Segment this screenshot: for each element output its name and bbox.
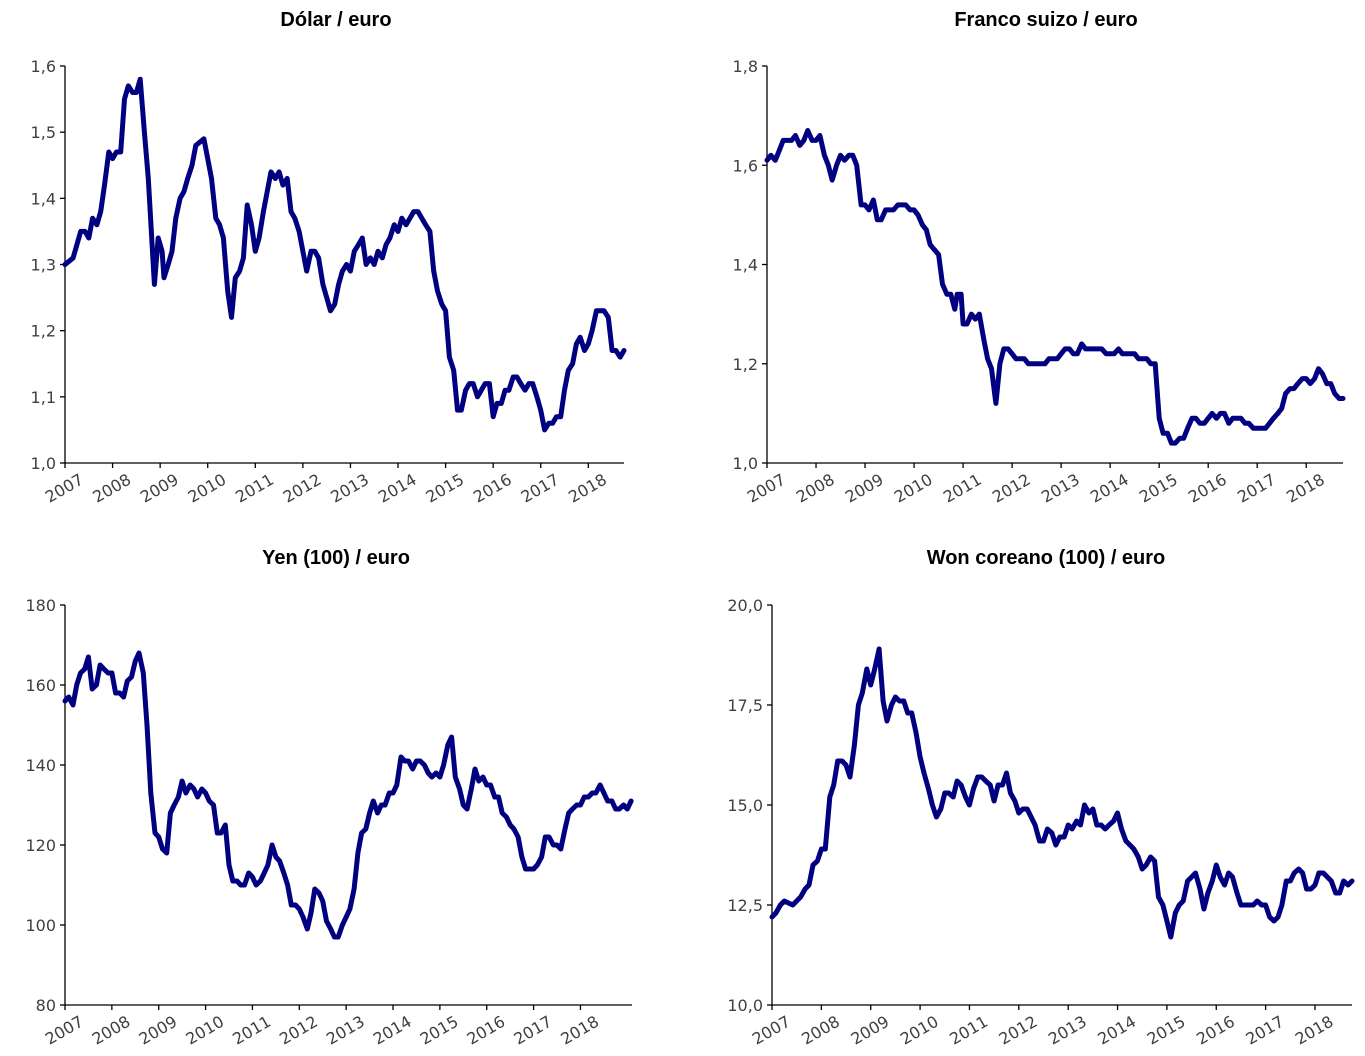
x-tick-label: 2007	[749, 1012, 794, 1049]
y-tick-label: 160	[25, 676, 56, 695]
x-tick-label: 2011	[946, 1012, 991, 1049]
x-tick-label: 2014	[370, 1012, 415, 1049]
x-tick-label: 2015	[1144, 1012, 1189, 1049]
x-tick-label: 2017	[510, 1012, 555, 1049]
x-tick-label: 2012	[280, 470, 325, 507]
chart-title: Won coreano (100) / euro	[927, 547, 1166, 569]
y-tick-label: 1,3	[31, 256, 56, 275]
y-tick-label: 12,5	[727, 896, 763, 915]
x-tick-label: 2010	[185, 470, 230, 507]
x-tick-label: 2009	[848, 1012, 893, 1049]
x-tick-label: 2008	[89, 1012, 134, 1049]
x-tick-label: 2016	[1185, 470, 1230, 507]
series-line	[764, 128, 1346, 446]
y-tick-label: 15,0	[727, 796, 763, 815]
x-tick-label: 2007	[42, 1012, 87, 1049]
x-tick-label: 2008	[798, 1012, 843, 1049]
y-tick-label: 1,4	[31, 189, 56, 208]
y-tick-label: 140	[25, 756, 56, 775]
chart-title: Dólar / euro	[280, 9, 391, 31]
x-tick-label: 2013	[327, 470, 372, 507]
y-tick-label: 1,6	[733, 156, 758, 175]
x-tick-label: 2007	[42, 470, 87, 507]
y-tick-label: 1,0	[31, 454, 56, 473]
y-tick-label: 1,8	[733, 57, 758, 76]
series-line	[62, 76, 627, 433]
x-tick-label: 2018	[1283, 470, 1328, 507]
y-tick-label: 80	[36, 996, 56, 1015]
x-tick-label: 2012	[996, 1012, 1041, 1049]
x-tick-label: 2010	[182, 1012, 227, 1049]
series-line	[62, 650, 634, 940]
chart-won-coreano-euro: Won coreano (100) / euro 10,0 12,5 15,0 17,…	[727, 547, 1355, 1049]
x-tick-label: 2018	[565, 470, 610, 507]
x-tick-label: 2010	[897, 1012, 942, 1049]
y-tick-label: 10,0	[727, 996, 763, 1015]
x-tick-label: 2009	[842, 470, 887, 507]
x-tick-label: 2012	[989, 470, 1034, 507]
x-tick-label: 2015	[1136, 470, 1181, 507]
x-tick-label: 2017	[1242, 1012, 1287, 1049]
x-tick-label: 2015	[417, 1012, 462, 1049]
y-tick-label: 120	[25, 836, 56, 855]
x-tick-label: 2008	[89, 470, 134, 507]
x-tick-label: 2017	[518, 470, 563, 507]
x-tick-label: 2010	[891, 470, 936, 507]
x-tick-label: 2015	[422, 470, 467, 507]
chart-title: Franco suizo / euro	[954, 9, 1137, 31]
x-tick-label: 2017	[1234, 470, 1279, 507]
x-tick-label: 2016	[470, 470, 515, 507]
y-tick-label: 100	[25, 916, 56, 935]
series-line	[769, 646, 1355, 940]
x-tick-label: 2011	[229, 1012, 274, 1049]
y-tick-label: 20,0	[727, 596, 763, 615]
x-tick-label: 2013	[1038, 470, 1083, 507]
y-tick-label: 1,5	[31, 123, 56, 142]
x-tick-label: 2018	[1292, 1012, 1337, 1049]
x-tick-label: 2009	[137, 470, 182, 507]
y-tick-label: 1,2	[31, 322, 56, 341]
x-tick-label: 2008	[793, 470, 838, 507]
x-tick-label: 2014	[1094, 1012, 1139, 1049]
y-tick-label: 17,5	[727, 696, 763, 715]
y-tick-label: 1,4	[733, 256, 758, 275]
x-tick-label: 2013	[323, 1012, 368, 1049]
x-tick-label: 2018	[557, 1012, 602, 1049]
x-tick-label: 2009	[136, 1012, 181, 1049]
x-tick-label: 2013	[1045, 1012, 1090, 1049]
x-tick-label: 2012	[276, 1012, 321, 1049]
chart-title: Yen (100) / euro	[262, 547, 410, 569]
x-tick-label: 2016	[464, 1012, 509, 1049]
x-tick-label: 2014	[1087, 470, 1132, 507]
x-tick-label: 2007	[744, 470, 789, 507]
y-tick-label: 1,2	[733, 355, 758, 374]
x-tick-label: 2011	[232, 470, 277, 507]
x-tick-label: 2011	[940, 470, 985, 507]
x-tick-label: 2016	[1193, 1012, 1238, 1049]
y-tick-label: 1,0	[733, 454, 758, 473]
y-tick-label: 1,6	[31, 57, 56, 76]
y-tick-label: 180	[25, 596, 56, 615]
y-tick-label: 1,1	[31, 388, 56, 407]
x-tick-label: 2014	[375, 470, 420, 507]
